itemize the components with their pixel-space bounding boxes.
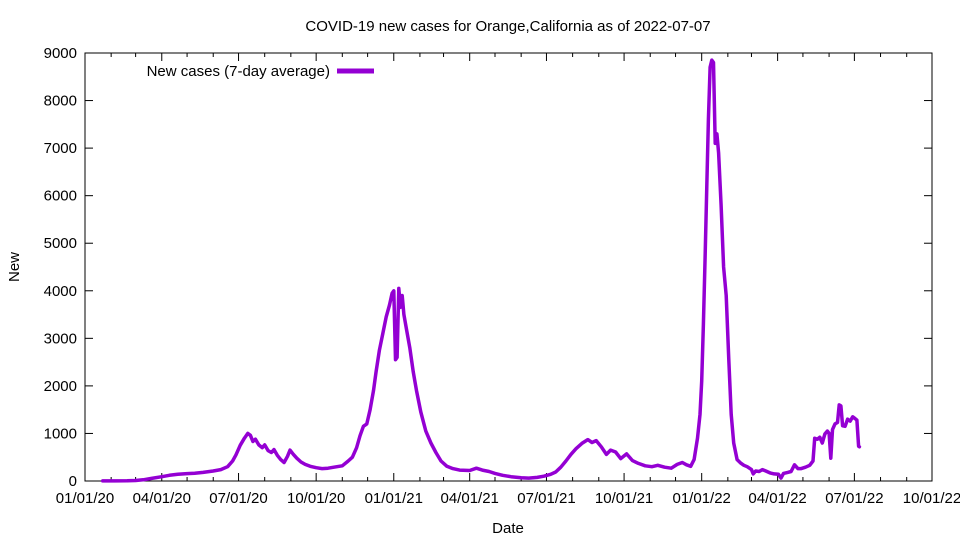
x-tick-label: 10/01/21 — [595, 490, 653, 507]
y-tick-label: 0 — [69, 473, 77, 490]
x-tick-label: 07/01/22 — [825, 490, 883, 507]
y-axis-label: New — [6, 252, 23, 282]
y-tick-label: 3000 — [44, 330, 77, 347]
x-tick-label: 04/01/20 — [133, 490, 191, 507]
x-axis-label: Date — [492, 520, 524, 537]
y-tick-label: 1000 — [44, 425, 77, 442]
y-tick-label: 4000 — [44, 283, 77, 300]
y-tick-label: 8000 — [44, 93, 77, 110]
plot-border — [84, 52, 933, 482]
x-tick-label: 10/01/22 — [903, 490, 960, 507]
data-series — [100, 58, 862, 483]
y-tick-label: 6000 — [44, 188, 77, 205]
x-tick-label: 07/01/21 — [517, 490, 575, 507]
y-tick-label: 5000 — [44, 235, 77, 252]
legend-label: New cases (7-day average) — [147, 63, 330, 80]
x-tick-label: 10/01/20 — [287, 490, 345, 507]
x-tick-label: 01/01/22 — [673, 490, 731, 507]
y-tick-label: 2000 — [44, 378, 77, 395]
x-tick-label: 04/01/22 — [748, 490, 806, 507]
x-tick-label: 01/01/20 — [56, 490, 114, 507]
x-tick-label: 04/01/21 — [441, 490, 499, 507]
cases-line — [100, 58, 862, 483]
chart-title: COVID-19 new cases for Orange,California… — [305, 18, 710, 35]
y-tick-label: 7000 — [44, 140, 77, 157]
legend: New cases (7-day average) — [147, 63, 374, 80]
x-tick-label: 07/01/20 — [209, 490, 267, 507]
axes: 0 1000 2000 3000 4000 5000 6000 7000 8000 9000 01/… — [44, 45, 960, 507]
x-tick-label: 01/01/21 — [365, 490, 423, 507]
y-tick-label: 9000 — [44, 45, 77, 62]
